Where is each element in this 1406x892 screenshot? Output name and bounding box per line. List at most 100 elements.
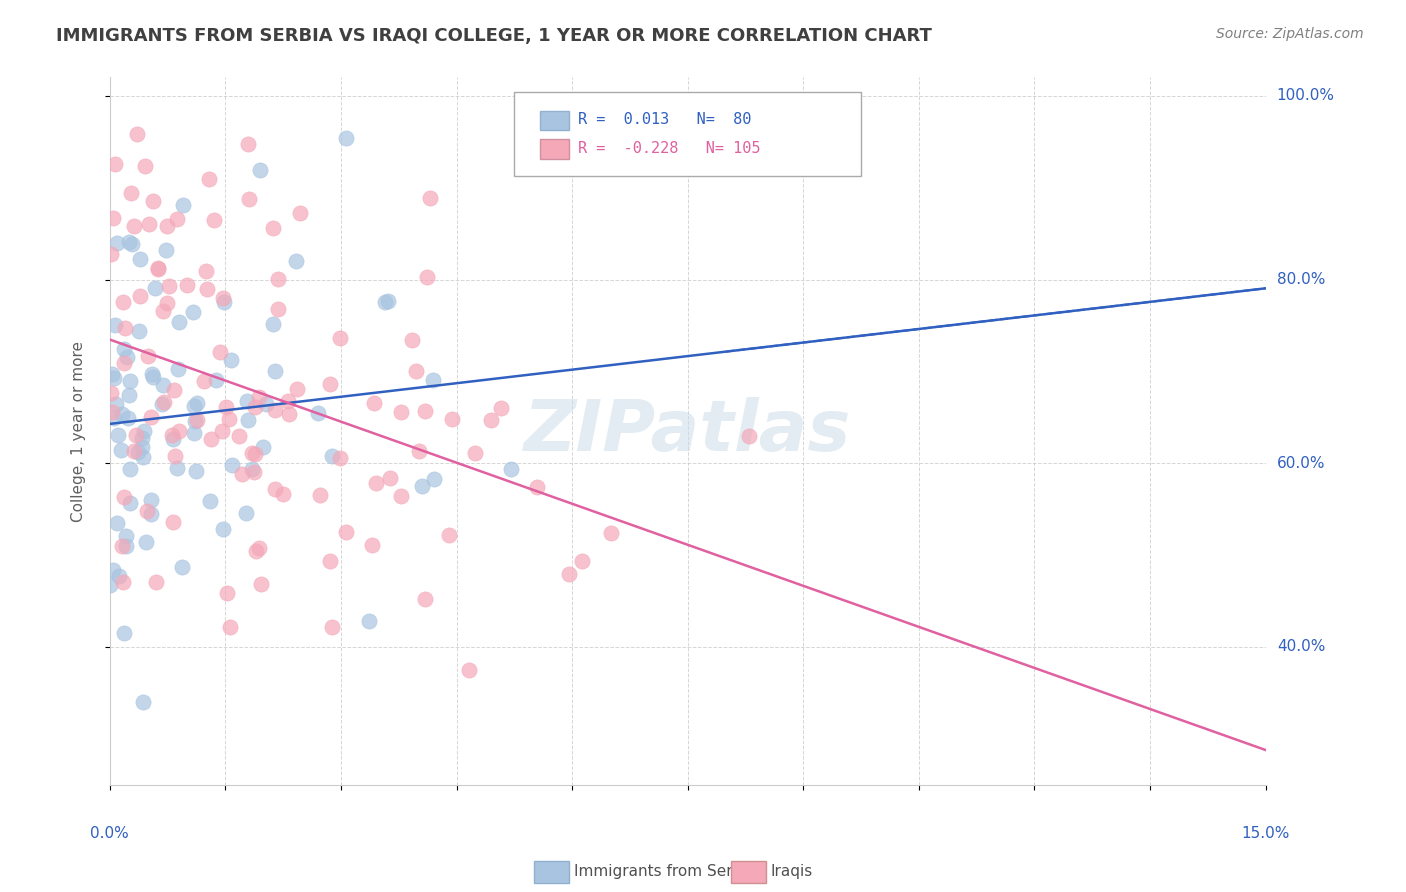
Point bbox=[285, 382, 308, 396]
Point bbox=[499, 462, 522, 476]
Point bbox=[198, 172, 221, 186]
Point bbox=[142, 370, 165, 384]
Point bbox=[128, 324, 150, 338]
Point bbox=[101, 405, 124, 419]
Point bbox=[481, 413, 503, 427]
Point bbox=[211, 424, 233, 438]
Point bbox=[104, 157, 127, 171]
Point bbox=[122, 219, 145, 233]
Point bbox=[166, 212, 188, 227]
Point bbox=[155, 244, 177, 258]
Point bbox=[329, 451, 352, 466]
Point bbox=[139, 507, 162, 521]
Point bbox=[422, 373, 444, 387]
Point bbox=[138, 218, 160, 232]
Point bbox=[186, 413, 208, 427]
Point bbox=[172, 198, 194, 212]
Point bbox=[264, 482, 287, 496]
Point bbox=[136, 504, 159, 518]
Point bbox=[250, 577, 273, 591]
Point bbox=[118, 374, 141, 388]
Point bbox=[284, 254, 307, 268]
Point bbox=[231, 467, 253, 482]
Point bbox=[408, 443, 430, 458]
Point bbox=[738, 428, 761, 442]
Point bbox=[440, 412, 463, 426]
Point bbox=[153, 394, 176, 409]
Point bbox=[411, 478, 433, 492]
Point bbox=[112, 490, 135, 504]
Point bbox=[415, 592, 437, 607]
Point bbox=[329, 331, 352, 345]
Point bbox=[423, 472, 446, 486]
Point bbox=[271, 487, 294, 501]
Point bbox=[112, 356, 135, 370]
Point bbox=[124, 443, 146, 458]
Point bbox=[321, 620, 343, 634]
Point bbox=[247, 541, 270, 556]
Point bbox=[134, 159, 156, 173]
Point bbox=[235, 506, 257, 520]
Text: R =  -0.228   N= 105: R = -0.228 N= 105 bbox=[578, 141, 761, 156]
Point bbox=[184, 414, 207, 428]
Text: ZIPatlas: ZIPatlas bbox=[524, 397, 852, 466]
Point bbox=[195, 282, 218, 296]
Point bbox=[112, 343, 135, 357]
Point bbox=[136, 349, 159, 363]
Point bbox=[181, 305, 204, 319]
Point bbox=[236, 413, 259, 427]
Point bbox=[419, 190, 441, 204]
Point bbox=[131, 431, 153, 445]
Point bbox=[277, 394, 299, 409]
Point bbox=[165, 449, 187, 463]
Point bbox=[238, 193, 260, 207]
Point bbox=[100, 368, 122, 382]
Text: R =  0.013   N=  80: R = 0.013 N= 80 bbox=[578, 112, 751, 128]
Point bbox=[110, 442, 132, 457]
Point bbox=[103, 371, 125, 385]
Point bbox=[254, 397, 277, 411]
Point bbox=[240, 461, 263, 475]
Point bbox=[235, 393, 257, 408]
Point bbox=[132, 450, 155, 464]
Point bbox=[240, 445, 263, 459]
Point bbox=[195, 264, 218, 278]
Point bbox=[167, 315, 190, 329]
Text: 100.0%: 100.0% bbox=[1277, 88, 1334, 103]
Point bbox=[218, 411, 240, 425]
Point bbox=[228, 429, 250, 443]
FancyBboxPatch shape bbox=[515, 92, 860, 177]
Point bbox=[205, 373, 228, 387]
Point bbox=[176, 278, 198, 293]
Point bbox=[221, 458, 243, 472]
Bar bbox=[540, 111, 568, 130]
Point bbox=[112, 575, 135, 590]
Point bbox=[245, 400, 267, 414]
Point bbox=[183, 426, 205, 441]
Point bbox=[120, 462, 142, 476]
Point bbox=[141, 409, 163, 424]
Point bbox=[120, 496, 142, 510]
Point bbox=[129, 252, 152, 267]
Point bbox=[212, 522, 235, 536]
Point bbox=[107, 428, 129, 442]
Point bbox=[121, 237, 143, 252]
Point bbox=[278, 407, 301, 421]
Point bbox=[193, 375, 215, 389]
Point bbox=[405, 364, 427, 378]
Point bbox=[134, 425, 156, 439]
Point bbox=[464, 445, 486, 459]
Point bbox=[212, 294, 235, 309]
Point bbox=[378, 471, 401, 485]
Point bbox=[105, 396, 128, 410]
Point bbox=[359, 614, 381, 628]
Point bbox=[264, 402, 287, 417]
Point bbox=[215, 585, 238, 599]
Point bbox=[160, 428, 183, 442]
Point bbox=[200, 432, 222, 446]
Point bbox=[105, 516, 128, 531]
Point bbox=[264, 364, 287, 378]
Point bbox=[139, 492, 162, 507]
Point bbox=[218, 620, 240, 634]
Point bbox=[124, 428, 146, 442]
